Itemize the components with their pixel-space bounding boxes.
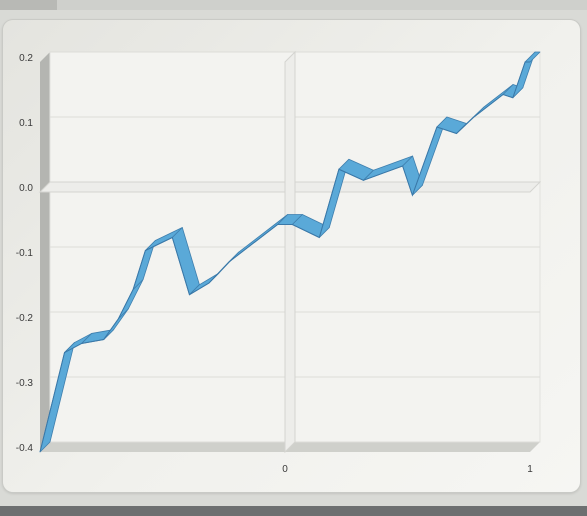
toolbar-tab[interactable] [0, 0, 57, 10]
y-tick-label: -0.1 [16, 248, 34, 259]
x-tick-label: 0 [282, 464, 288, 475]
bottom-status-bar [0, 506, 587, 516]
series-line [39, 61, 530, 453]
y-zero-axis [284, 50, 296, 454]
y-tick-label: -0.2 [16, 313, 34, 324]
y-tick-labels: 0.2 0.1 0.0 -0.1 -0.2 -0.3 -0.4 [16, 53, 34, 454]
y-tick-label: 0.0 [19, 183, 33, 194]
y-tick-label: -0.3 [16, 378, 34, 389]
series-ribbon [39, 51, 541, 453]
left-wall [40, 52, 50, 452]
top-toolbar [0, 0, 587, 10]
x-tick-label: 1 [527, 464, 533, 475]
y-tick-label: 0.1 [19, 118, 33, 129]
y-tick-label: 0.2 [19, 53, 33, 64]
y-tick-label: -0.4 [16, 443, 34, 454]
